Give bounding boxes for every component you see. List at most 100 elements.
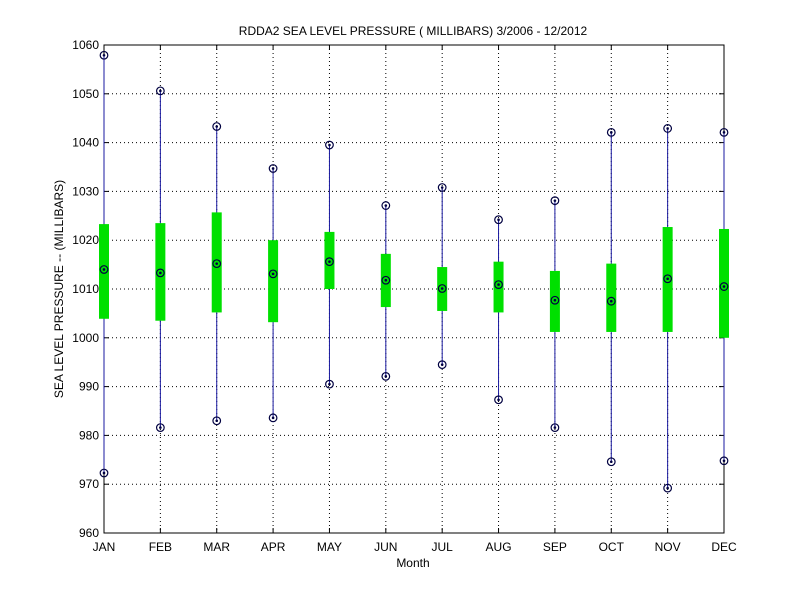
median-marker-dot (666, 277, 669, 281)
max-marker-dot (440, 186, 444, 189)
box-dec (719, 127, 729, 466)
y-axis: 960 970 980 990 1000 1010 1020 1030 1040 1050 1060 (72, 38, 724, 540)
median-marker (212, 259, 222, 269)
x-axis: JAN FEB MAR APR MAY JUN JUL AUG SEP OCT NOV DEC (93, 45, 737, 554)
x-tick-label: AUG (486, 540, 512, 554)
min-marker-dot (102, 471, 106, 475)
min-marker-dot (215, 419, 219, 423)
max-marker (437, 183, 447, 192)
max-marker-dot (666, 127, 669, 130)
y-tick-label: 980 (79, 428, 99, 442)
median-marker-dot (328, 260, 331, 263)
max-marker-dot (722, 131, 726, 134)
y-tick-label: 1040 (72, 136, 99, 150)
min-marker (99, 468, 109, 478)
max-marker (268, 164, 278, 173)
box-jul (437, 183, 448, 370)
min-marker-dot (666, 486, 669, 490)
box-mar (211, 122, 222, 426)
max-marker-dot (102, 53, 106, 57)
min-marker-dot (553, 426, 557, 429)
x-tick-label: APR (261, 540, 286, 554)
max-marker-dot (159, 89, 162, 93)
box-jun (380, 201, 391, 381)
y-axis-label: SEA LEVEL PRESSURE -- (MILLIBARS) (52, 180, 66, 398)
x-tick-label: MAR (203, 540, 230, 554)
max-marker-dot (328, 143, 331, 147)
min-marker-dot (440, 363, 444, 366)
min-marker-dot (328, 382, 331, 386)
median-marker (494, 280, 503, 290)
chart-title: RDDA2 SEA LEVEL PRESSURE ( MILLIBARS) 3/… (239, 24, 588, 38)
max-marker (381, 201, 391, 210)
max-marker (550, 196, 560, 206)
median-marker-dot (159, 271, 162, 275)
y-tick-label: 1010 (72, 282, 99, 296)
x-tick-label: DEC (711, 540, 737, 554)
y-tick-label: 1050 (72, 87, 99, 101)
median-marker (719, 282, 729, 291)
max-marker (155, 86, 165, 96)
min-marker (606, 457, 616, 467)
box-feb (155, 86, 166, 432)
iqr-box (99, 224, 109, 319)
median-marker (268, 269, 278, 279)
x-tick-label: SEP (543, 540, 567, 554)
min-marker (437, 360, 447, 370)
iqr-box (493, 261, 504, 313)
max-marker (719, 127, 729, 137)
min-marker (155, 423, 165, 432)
max-marker-dot (215, 125, 219, 128)
box-nov (662, 124, 673, 493)
box-sep (549, 196, 560, 432)
median-marker (606, 296, 616, 306)
max-marker (99, 50, 109, 60)
median-marker (663, 274, 673, 284)
min-marker (663, 483, 673, 493)
max-marker (325, 140, 334, 150)
median-marker (325, 257, 334, 267)
y-tick-label: 960 (79, 526, 99, 540)
median-marker (550, 295, 560, 305)
x-tick-label: FEB (149, 540, 172, 554)
max-marker (606, 127, 616, 137)
box-oct (606, 127, 617, 467)
median-marker-dot (440, 287, 444, 290)
y-tick-label: 970 (79, 477, 99, 491)
box-plot-series (99, 50, 729, 493)
median-marker-dot (384, 278, 388, 282)
max-marker-dot (553, 199, 557, 202)
median-marker-dot (497, 283, 500, 286)
y-tick-label: 1060 (72, 38, 99, 52)
min-marker (325, 379, 334, 389)
max-marker-dot (384, 204, 388, 207)
box-may (324, 140, 335, 389)
iqr-box (268, 240, 279, 323)
median-marker-dot (271, 272, 275, 276)
y-tick-label: 990 (79, 380, 99, 394)
box-jan (99, 50, 109, 478)
x-tick-label: JUL (432, 540, 454, 554)
median-marker-dot (722, 285, 726, 288)
min-marker-dot (159, 426, 162, 429)
x-tick-label: OCT (599, 540, 625, 554)
iqr-box (719, 228, 729, 338)
max-marker-dot (609, 131, 613, 134)
min-marker (550, 423, 560, 432)
x-tick-label: NOV (655, 540, 681, 554)
min-marker-dot (722, 459, 726, 463)
min-marker-dot (497, 398, 500, 402)
median-marker-dot (102, 268, 106, 271)
min-marker-dot (609, 460, 613, 464)
x-tick-label: JAN (93, 540, 116, 554)
max-marker (212, 122, 222, 131)
min-marker-dot (384, 375, 388, 378)
max-marker-dot (271, 167, 275, 170)
median-marker (381, 275, 391, 285)
min-marker-dot (271, 416, 275, 420)
y-tick-label: 1000 (72, 331, 99, 345)
median-marker (155, 268, 165, 278)
x-tick-label: JUN (374, 540, 397, 554)
y-tick-label: 1030 (72, 184, 99, 198)
box-apr (268, 164, 279, 423)
